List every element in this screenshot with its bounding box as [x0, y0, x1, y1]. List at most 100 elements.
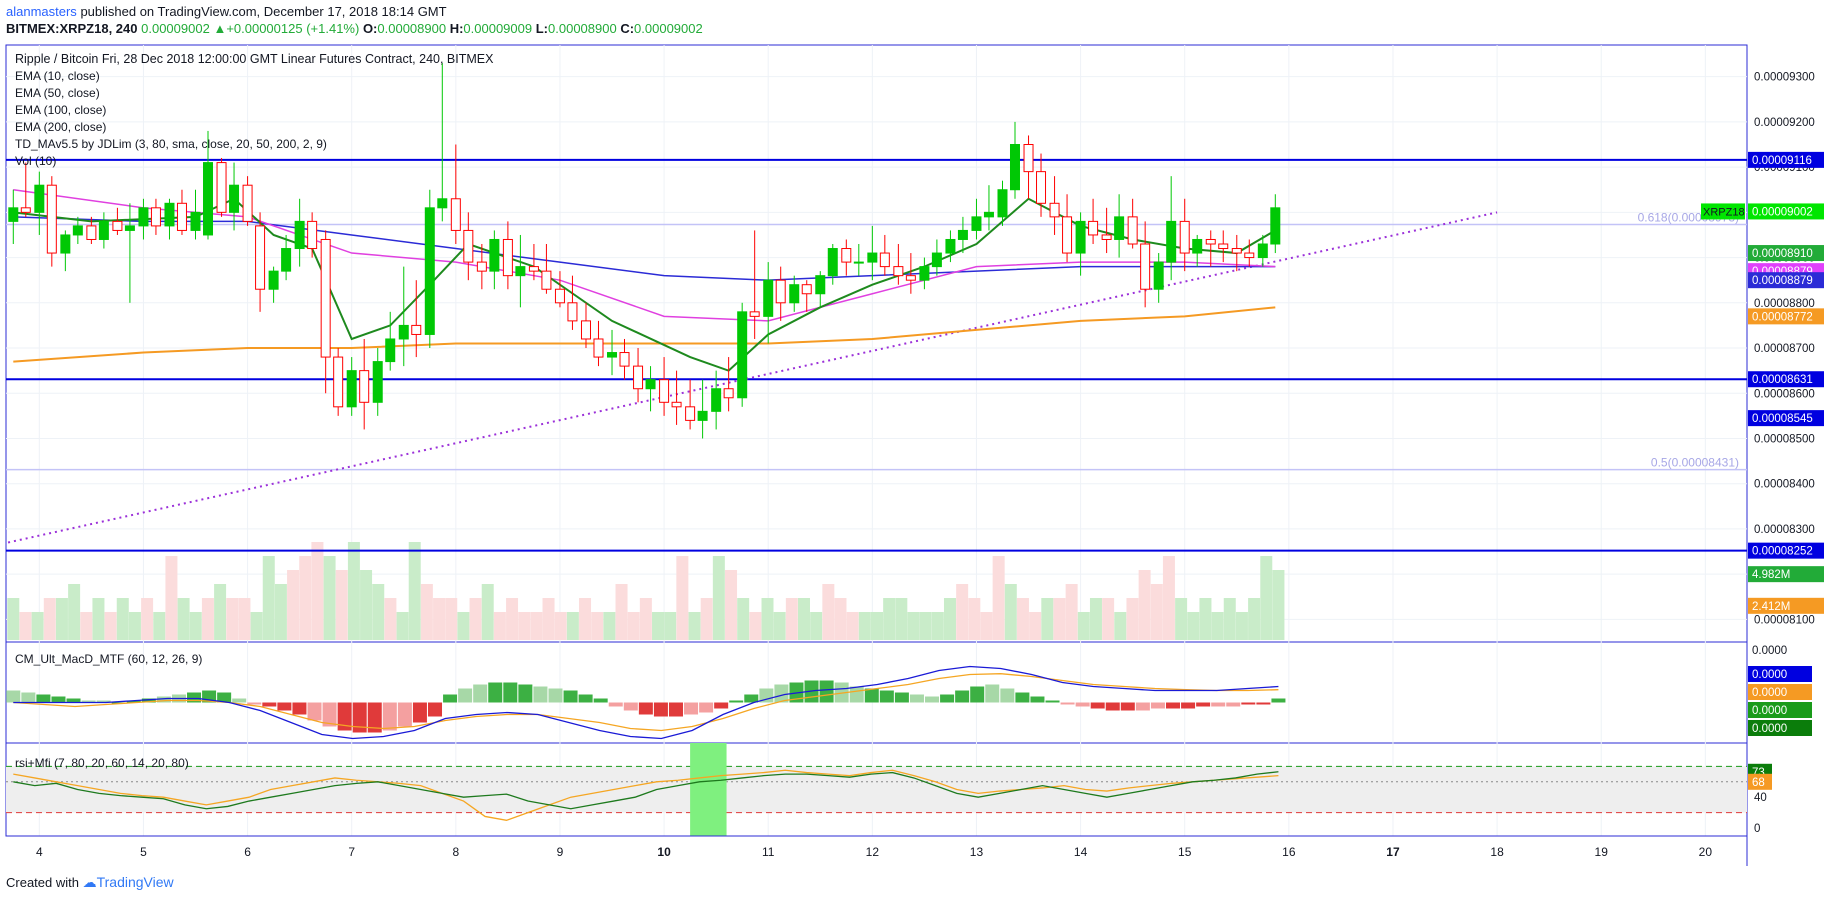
volume-bar [652, 612, 665, 640]
legend-ema50[interactable]: EMA (50, close) [15, 86, 100, 100]
volume-bar [396, 612, 409, 640]
legend-td-ma[interactable]: TD_MAv5.5 by JDLim (3, 80, sma, close, 2… [15, 137, 327, 151]
candle-body [476, 261, 487, 272]
high-value: 0.00009009 [463, 21, 533, 36]
volume-bar [7, 598, 20, 640]
y-tick-label: 0.00008600 [1754, 388, 1815, 400]
candle-body [528, 266, 539, 272]
macd-value-text: 0.0000 [1752, 687, 1787, 699]
legend-volume[interactable]: Vol (10) [15, 154, 57, 168]
macd-histogram-bar [66, 698, 81, 703]
volume-bar [749, 612, 762, 640]
macd-histogram-bar [428, 702, 443, 717]
macd-histogram-bar [322, 702, 337, 727]
low-value: 0.00008900 [548, 21, 617, 36]
candle-body [164, 202, 175, 227]
hline-price-tag [1748, 371, 1824, 388]
volume-bar [834, 598, 847, 640]
x-tick-label: 13 [970, 845, 984, 859]
candle-body [957, 229, 968, 240]
volume-bar [615, 584, 628, 640]
volume-bar [980, 612, 993, 640]
candle-body [150, 207, 161, 227]
candle-body [86, 225, 97, 240]
candle-body [1231, 248, 1242, 254]
candle-body [203, 162, 214, 236]
volume-bar [907, 612, 920, 640]
volume-bar [712, 556, 725, 640]
macd-histogram-bar [443, 694, 458, 703]
candle-body [607, 352, 618, 358]
candle-body [697, 410, 708, 421]
legend-rsi-mfi[interactable]: rsi+Mfi (7, 80, 20, 60, 14, 20, 80) [15, 756, 189, 770]
legend-ema200[interactable]: EMA (200, close) [15, 120, 107, 134]
volume-bar [469, 598, 482, 640]
legend-ema10[interactable]: EMA (10, close) [15, 69, 100, 83]
volume-bar [226, 598, 239, 640]
volume-bar [1077, 612, 1090, 640]
x-tick-label: 10 [657, 845, 671, 859]
macd-histogram-bar [51, 696, 66, 703]
legend-ema100[interactable]: EMA (100, close) [15, 103, 107, 117]
macd-histogram-bar [729, 700, 744, 703]
volume-bar [943, 598, 956, 640]
price-tag-text: 0.00008772 [1752, 311, 1813, 323]
candle-body [931, 252, 942, 268]
macd-histogram-bar [337, 702, 352, 731]
volume-bar [603, 612, 616, 640]
macd-histogram-bar [1196, 702, 1211, 707]
x-tick-label: 5 [140, 845, 147, 859]
candle-body [294, 220, 305, 250]
candle-body [98, 220, 109, 240]
macd-histogram-bar [940, 694, 955, 703]
macd-histogram-bar [1000, 688, 1015, 703]
volume-bar [433, 598, 446, 640]
volume-bar [141, 598, 154, 640]
candle-body [801, 284, 812, 295]
volume-bar [664, 612, 677, 640]
main-pane-frame [5, 44, 1748, 643]
macd-histogram-bar [985, 684, 1000, 703]
volume-bar [968, 598, 981, 640]
macd-histogram-bar [397, 702, 412, 727]
macd-histogram-bar [774, 684, 789, 703]
macd-histogram-bar [352, 702, 367, 733]
legend-macd[interactable]: CM_Ult_MacD_MTF (60, 12, 26, 9) [15, 652, 203, 666]
volume-bar [554, 612, 567, 640]
macd-histogram-bar [382, 702, 397, 731]
macd-histogram-bar [247, 702, 262, 705]
price-tag [1748, 566, 1824, 583]
macd-histogram-bar [81, 700, 96, 703]
candle-body [1114, 216, 1125, 240]
volume-bar [299, 556, 312, 640]
high-label: H: [449, 21, 464, 36]
macd-histogram-bar [638, 702, 653, 715]
candle-body [619, 352, 630, 367]
candle-body [580, 320, 591, 340]
macd-histogram-bar [503, 682, 518, 703]
volume-bar [287, 570, 300, 640]
macd-histogram-bar [96, 700, 111, 703]
hline-price-text: 0.00009116 [1752, 155, 1812, 167]
macd-histogram-bar [548, 688, 563, 703]
candle-body [1205, 238, 1216, 245]
volume-bar [737, 598, 750, 640]
tradingview-brand[interactable]: TradingView [96, 874, 174, 890]
y-tick-label: 0.00008500 [1754, 433, 1815, 445]
volume-bar [68, 584, 81, 640]
macd-histogram-bar [714, 702, 729, 709]
macd-histogram-bar [1105, 702, 1120, 711]
macd-value-text: 0.0000 [1752, 723, 1787, 735]
candle-body [411, 324, 422, 335]
candle-body [359, 370, 370, 403]
candle-body [190, 211, 201, 231]
volume-bar [1211, 612, 1224, 640]
candle-body [633, 365, 644, 390]
candle-body [867, 252, 878, 263]
legend-title: Ripple / Bitcoin Fri, 28 Dec 2018 12:00:… [15, 52, 494, 66]
volume-bar [895, 598, 908, 640]
volume-bar [785, 598, 798, 640]
author-link[interactable]: alanmasters [6, 4, 77, 19]
tradingview-logo-icon: ☁ [82, 874, 97, 890]
